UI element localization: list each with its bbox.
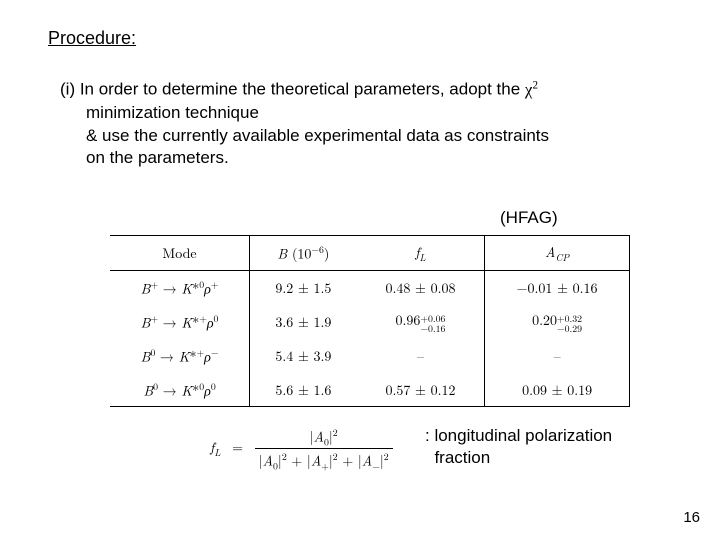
data-table-wrap: Mode B (10−6) fL ACP B+ → K*0ρ+ 9.2 ± 1.… bbox=[110, 235, 630, 407]
table-row: B+ → K*0ρ+ 9.2 ± 1.5 0.48 ± 0.08 −0.01 ±… bbox=[110, 270, 630, 304]
cell-br: 5.4 ± 3.9 bbox=[250, 339, 357, 373]
data-table: Mode B (10−6) fL ACP B+ → K*0ρ+ 9.2 ± 1.… bbox=[110, 235, 630, 407]
intro-line3: & use the currently available experiment… bbox=[86, 125, 680, 148]
cell-mode: B0 → K*0ρ0 bbox=[110, 373, 250, 407]
intro-paragraph: (i) In order to determine the theoretica… bbox=[60, 78, 680, 170]
cell-fl: 0.48 ± 0.08 bbox=[357, 270, 485, 304]
cell-br: 5.6 ± 1.6 bbox=[250, 373, 357, 407]
cell-acp: −0.01 ± 0.16 bbox=[485, 270, 630, 304]
eq-caption-l1: : longitudinal polarization bbox=[425, 426, 612, 445]
col-fl: fL bbox=[357, 236, 485, 271]
col-acp: ACP bbox=[485, 236, 630, 271]
equation-caption: : longitudinal polarization fraction bbox=[425, 425, 612, 469]
section-heading: Procedure: bbox=[48, 28, 136, 49]
cell-fl: 0.96+0.06−0.16 bbox=[357, 304, 485, 339]
col-br: B (10−6) bbox=[250, 236, 357, 271]
cell-mode: B0 → K*+ρ− bbox=[110, 339, 250, 373]
cell-mode: B+ → K*+ρ0 bbox=[110, 304, 250, 339]
fl-equation: fL = |A0|2 |A0|2 + |A+|2 + |A−|2 bbox=[210, 425, 393, 473]
intro-line2: minimization technique bbox=[86, 102, 680, 125]
cell-fl: – bbox=[357, 339, 485, 373]
col-mode: Mode bbox=[110, 236, 250, 271]
cell-mode: B+ → K*0ρ+ bbox=[110, 270, 250, 304]
cell-br: 3.6 ± 1.9 bbox=[250, 304, 357, 339]
page-number: 16 bbox=[683, 509, 700, 526]
cell-br: 9.2 ± 1.5 bbox=[250, 270, 357, 304]
table-row: B0 → K*+ρ− 5.4 ± 3.9 – – bbox=[110, 339, 630, 373]
eq-caption-l2: fraction bbox=[434, 448, 490, 467]
cell-acp: 0.09 ± 0.19 bbox=[485, 373, 630, 407]
cell-acp: 0.20+0.32−0.29 bbox=[485, 304, 630, 339]
table-header-row: Mode B (10−6) fL ACP bbox=[110, 236, 630, 271]
table-row: B0 → K*0ρ0 5.6 ± 1.6 0.57 ± 0.12 0.09 ± … bbox=[110, 373, 630, 407]
intro-line1a: (i) In order to determine the theoretica… bbox=[60, 80, 525, 99]
table-row: B+ → K*+ρ0 3.6 ± 1.9 0.96+0.06−0.16 0.20… bbox=[110, 304, 630, 339]
cell-fl: 0.57 ± 0.12 bbox=[357, 373, 485, 407]
hfag-label: (HFAG) bbox=[500, 208, 558, 228]
cell-acp: – bbox=[485, 339, 630, 373]
chi-symbol: χ2 bbox=[525, 80, 538, 99]
intro-line4: on the parameters. bbox=[86, 147, 680, 170]
